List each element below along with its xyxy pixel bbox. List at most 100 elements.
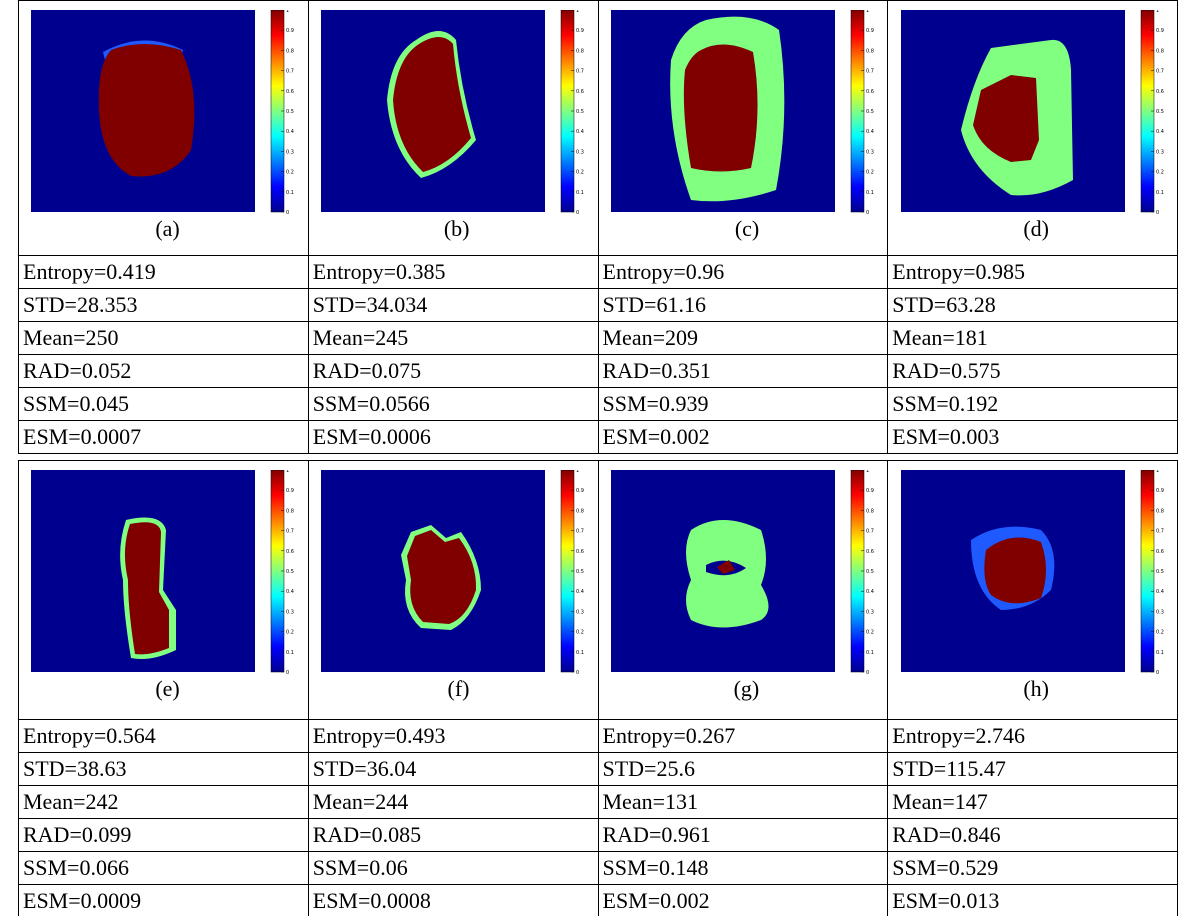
colorbar-tick-label: 0 [576, 210, 579, 214]
colorbar-tick-label: 0.7 [866, 529, 874, 535]
metric-cell: ESM=0.0006 [307, 420, 599, 454]
colorbar-tick-label: 0.3 [866, 149, 874, 155]
colorbar-tick-label: 0.9 [866, 488, 874, 494]
caption: (h) [1023, 676, 1049, 701]
colorbar-tick-label: 0.2 [1156, 630, 1164, 636]
metric-cell: STD=61.16 [597, 288, 889, 322]
colorbar-tick-label: 0.3 [286, 149, 294, 155]
metric-row: RAD=0.052 RAD=0.075 RAD=0.351 RAD=0.575 [18, 354, 1178, 388]
metric-cell: Mean=209 [597, 321, 889, 355]
colorbar-tick-label: 0.1 [576, 650, 584, 656]
metric-cell: Mean=250 [18, 321, 309, 355]
colorbar-tick-label: 0.4 [576, 589, 584, 595]
metric-cell: Entropy=0.267 [597, 719, 889, 753]
colorbar-tick-label: 0.6 [1156, 89, 1164, 95]
colorbar-tick-label: 0.3 [1156, 609, 1164, 615]
colorbar-tick-label: 0.5 [1156, 109, 1164, 115]
image-row: 0 0.1 0.2 0.3 0.4 0.5 0.6 0.7 0.8 0.9 1 (a) 0 0.1 0.2 0… [18, 0, 1178, 256]
metric-cell: Entropy=0.419 [18, 255, 309, 289]
metric-row: Mean=242 Mean=244 Mean=131 Mean=147 [18, 785, 1178, 819]
metric-cell: Entropy=0.493 [307, 719, 599, 753]
caption: (a) [155, 216, 180, 241]
colorbar-tick-label: 0.4 [286, 129, 294, 135]
metric-cell: Mean=181 [887, 321, 1178, 355]
caption: (d) [1023, 216, 1049, 241]
metric-row: SSM=0.066 SSM=0.06 SSM=0.148 SSM=0.529 [18, 851, 1178, 885]
region [393, 37, 472, 172]
segmentation-plot: 0 0.1 0.2 0.3 0.4 0.5 0.6 0.7 0.8 0.9 1 [31, 470, 294, 674]
colorbar-tick-label: 0.5 [866, 109, 874, 115]
colorbar-tick-label: 1 [866, 10, 869, 14]
metric-cell: ESM=0.002 [597, 420, 889, 454]
colorbar-tick-label: 0 [866, 210, 869, 214]
region [125, 522, 170, 655]
colorbar-tick-label: 0.1 [866, 190, 874, 196]
colorbar-tick-label: 0.2 [866, 630, 874, 636]
colorbar-tick-label: 0.9 [576, 28, 584, 34]
segmentation-plot: 0 0.1 0.2 0.3 0.4 0.5 0.6 0.7 0.8 0.9 1 [900, 470, 1164, 674]
metric-cell: ESM=0.0009 [18, 884, 309, 916]
metric-cell: RAD=0.099 [18, 818, 309, 852]
colorbar-tick-label: 0.7 [1156, 529, 1164, 535]
metric-cell: STD=63.28 [887, 288, 1178, 322]
colorbar-tick-label: 0.3 [576, 609, 584, 615]
segmentation-plot: 0 0.1 0.2 0.3 0.4 0.5 0.6 0.7 0.8 0.9 1 [31, 10, 294, 214]
metric-row: Entropy=0.564 Entropy=0.493 Entropy=0.267 E… [18, 719, 1178, 753]
colorbar-tick-label: 0 [576, 670, 579, 674]
colorbar-tick-label: 1 [576, 470, 579, 474]
colorbar-tick-label: 0.5 [576, 569, 584, 575]
metric-cell: SSM=0.06 [307, 851, 599, 885]
metric-cell: STD=28.353 [18, 288, 309, 322]
colorbar-tick-label: 0.7 [866, 69, 874, 75]
metric-cell: SSM=0.148 [597, 851, 889, 885]
colorbar-tick-label: 0.9 [576, 488, 584, 494]
colorbar-tick-label: 1 [1156, 10, 1159, 14]
image-cell: 0 0.1 0.2 0.3 0.4 0.5 0.6 0.7 0.8 0.9 1 (b) [307, 0, 599, 256]
colorbar-tick-label: 0.9 [866, 28, 874, 34]
colorbar-tick-label: 0.3 [286, 609, 294, 615]
metric-cell: ESM=0.013 [887, 884, 1178, 916]
colorbar-tick-label: 1 [866, 470, 869, 474]
metric-cell: Entropy=2.746 [887, 719, 1178, 753]
colorbar-tick-label: 0.4 [1156, 129, 1164, 135]
metric-row: STD=38.63 STD=36.04 STD=25.6 STD=115.47 [18, 752, 1178, 786]
region [99, 44, 195, 177]
colorbar-tick-label: 0.6 [576, 89, 584, 95]
colorbar-tick-label: 0.1 [1156, 650, 1164, 656]
colorbar-tick-label: 0.2 [576, 630, 584, 636]
colorbar-tick-label: 0.6 [1156, 549, 1164, 555]
colorbar-tick-label: 0.6 [286, 89, 294, 95]
region [407, 530, 477, 624]
segmentation-plot: 0 0.1 0.2 0.3 0.4 0.5 0.6 0.7 0.8 0.9 1 [610, 470, 874, 674]
metric-cell: ESM=0.003 [887, 420, 1178, 454]
metric-cell: RAD=0.961 [597, 818, 889, 852]
metric-cell: ESM=0.0008 [307, 884, 599, 916]
colorbar-tick-label: 0.9 [1156, 488, 1164, 494]
metric-row: Mean=250 Mean=245 Mean=209 Mean=181 [18, 321, 1178, 355]
colorbar-tick-label: 0.5 [866, 569, 874, 575]
metric-cell: Mean=244 [307, 785, 599, 819]
colorbar-tick-label: 0.8 [286, 48, 294, 54]
caption: (b) [443, 216, 470, 241]
metric-cell: Entropy=0.985 [887, 255, 1178, 289]
metric-cell: Entropy=0.385 [307, 255, 599, 289]
metric-cell: RAD=0.052 [18, 354, 309, 388]
colorbar-tick-label: 0.1 [1156, 190, 1164, 196]
colorbar-tick-label: 0.9 [286, 488, 294, 494]
colorbar-tick-label: 0.6 [866, 549, 874, 555]
metric-cell: RAD=0.846 [887, 818, 1178, 852]
image-cell: 0 0.1 0.2 0.3 0.4 0.5 0.6 0.7 0.8 0.9 1 (e) [18, 460, 309, 720]
metric-cell: ESM=0.0007 [18, 420, 309, 454]
colorbar-tick-label: 0.9 [1156, 28, 1164, 34]
metric-cell: Entropy=0.564 [18, 719, 309, 753]
caption: (c) [734, 216, 760, 241]
metric-cell: RAD=0.575 [887, 354, 1178, 388]
colorbar-tick-label: 0.4 [286, 589, 294, 595]
metric-cell: Mean=245 [307, 321, 599, 355]
colorbar-tick-label: 0 [286, 670, 289, 674]
metric-row: Entropy=0.419 Entropy=0.385 Entropy=0.96 En… [18, 255, 1178, 289]
colorbar-tick-label: 0.2 [576, 170, 584, 176]
colorbar-tick-label: 0 [866, 670, 869, 674]
colorbar-tick-label: 1 [286, 470, 289, 474]
